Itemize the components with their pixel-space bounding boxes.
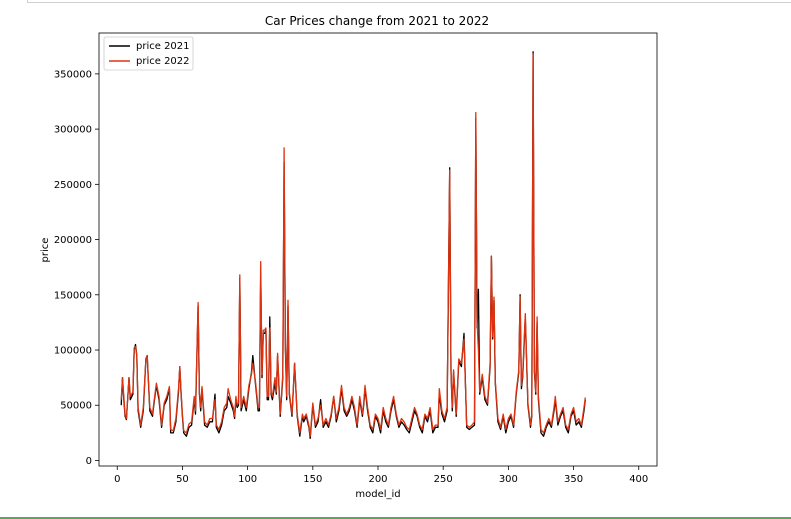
- series-line-price-2021: [120, 51, 586, 440]
- x-tick-label: 200: [368, 474, 387, 485]
- x-tick-label: 350: [564, 474, 583, 485]
- y-tick-label: 100000: [54, 346, 92, 357]
- x-tick-label: 250: [434, 474, 453, 485]
- y-tick-label: 350000: [54, 69, 92, 80]
- x-axis-label: model_id: [355, 489, 400, 500]
- y-tick-label: 50000: [60, 401, 92, 412]
- y-tick-label: 150000: [54, 290, 92, 301]
- series-layer: [120, 51, 586, 440]
- x-axis: 0 50 100 150 200 250 300 350 400: [114, 466, 648, 485]
- x-tick-label: 0: [114, 474, 120, 485]
- y-axis-label: price: [40, 238, 51, 263]
- notebook-cell-divider: [0, 517, 791, 519]
- legend-label-price-2021: price 2021: [136, 41, 190, 52]
- y-tick-label: 200000: [54, 235, 92, 246]
- y-axis: 0 50000 100000 150000 200000 250000 300000 3500…: [54, 69, 99, 467]
- x-tick-label: 400: [629, 474, 648, 485]
- x-tick-label: 50: [176, 474, 189, 485]
- notebook-cell-border: [27, 0, 791, 3]
- x-tick-label: 100: [238, 474, 257, 485]
- legend-label-price-2022: price 2022: [136, 56, 190, 67]
- plot-frame: [98, 32, 658, 467]
- series-line-price-2022: [120, 53, 586, 437]
- legend: price 2021 price 2022: [103, 36, 194, 71]
- x-tick-label: 300: [499, 474, 518, 485]
- x-tick-label: 150: [303, 474, 322, 485]
- y-tick-label: 0: [86, 456, 92, 467]
- y-tick-label: 250000: [54, 180, 92, 191]
- chart-title: Car Prices change from 2021 to 2022: [265, 14, 489, 28]
- y-tick-label: 300000: [54, 125, 92, 136]
